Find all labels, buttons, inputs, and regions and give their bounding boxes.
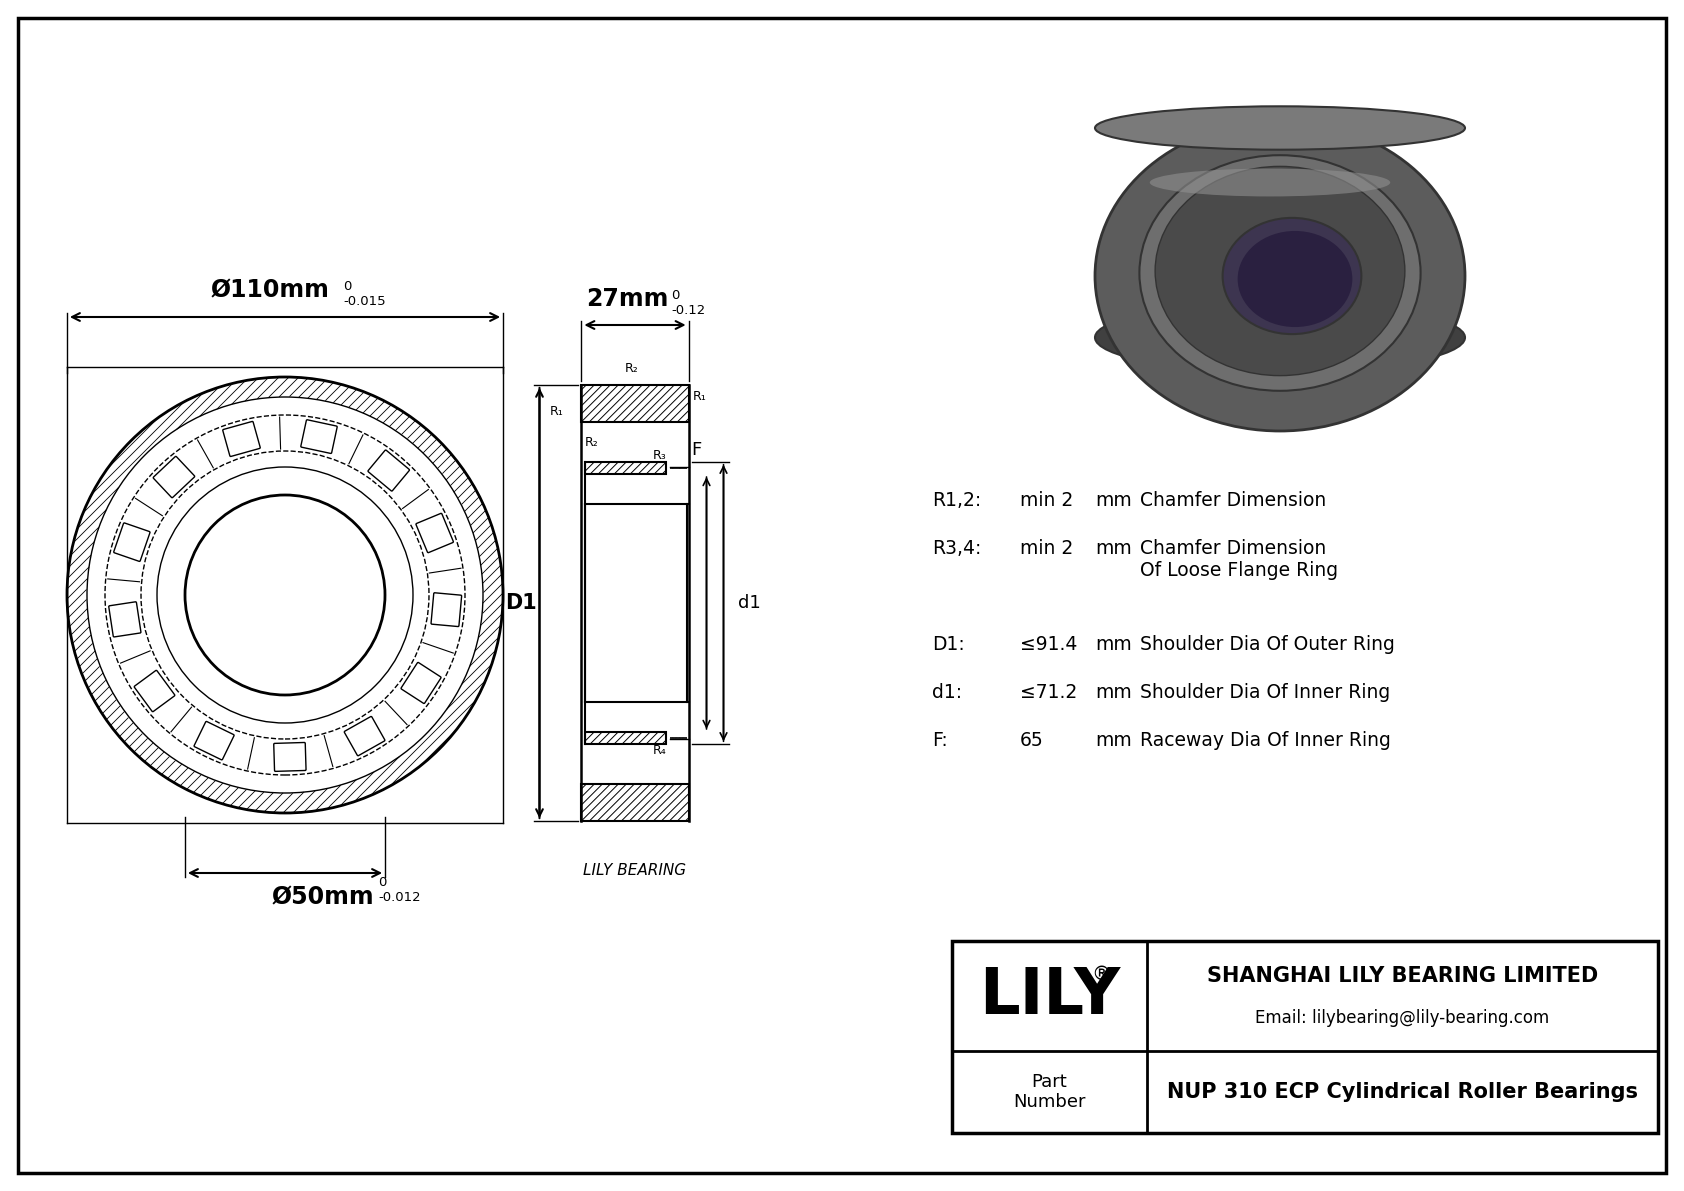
Ellipse shape bbox=[1223, 218, 1361, 335]
Text: F: F bbox=[690, 441, 702, 459]
Text: ®: ® bbox=[1091, 965, 1111, 984]
Bar bbox=[586, 731, 665, 744]
Text: mm: mm bbox=[1095, 540, 1132, 559]
Bar bbox=[586, 462, 665, 474]
Text: 65: 65 bbox=[1021, 731, 1044, 750]
Ellipse shape bbox=[1238, 231, 1352, 328]
Text: -0.015: -0.015 bbox=[344, 295, 386, 308]
Text: 0: 0 bbox=[670, 289, 679, 303]
Text: min 2: min 2 bbox=[1021, 492, 1073, 511]
Text: R1,2:: R1,2: bbox=[931, 492, 982, 511]
Text: R₁: R₁ bbox=[549, 405, 564, 418]
Text: 0: 0 bbox=[344, 280, 352, 293]
Ellipse shape bbox=[1095, 303, 1465, 373]
Text: R₃: R₃ bbox=[653, 449, 667, 462]
Text: Email: lilybearing@lily-bearing.com: Email: lilybearing@lily-bearing.com bbox=[1255, 1009, 1549, 1027]
Bar bbox=[951, 941, 1659, 1133]
Text: mm: mm bbox=[1095, 684, 1132, 703]
Ellipse shape bbox=[1095, 121, 1465, 431]
Ellipse shape bbox=[1095, 106, 1465, 150]
Text: F:: F: bbox=[931, 731, 948, 750]
Text: mm: mm bbox=[1095, 731, 1132, 750]
Text: mm: mm bbox=[1095, 636, 1132, 655]
Text: Ø50mm: Ø50mm bbox=[271, 885, 374, 909]
Bar bbox=[581, 385, 689, 422]
Text: mm: mm bbox=[1095, 492, 1132, 511]
Text: D1: D1 bbox=[505, 593, 537, 613]
Ellipse shape bbox=[1155, 167, 1404, 375]
Bar bbox=[581, 784, 689, 821]
Text: Raceway Dia Of Inner Ring: Raceway Dia Of Inner Ring bbox=[1140, 731, 1391, 750]
Text: Chamfer Dimension: Chamfer Dimension bbox=[1140, 492, 1327, 511]
Text: min 2: min 2 bbox=[1021, 540, 1073, 559]
Text: R₄: R₄ bbox=[653, 744, 667, 756]
Text: NUP 310 ECP Cylindrical Roller Bearings: NUP 310 ECP Cylindrical Roller Bearings bbox=[1167, 1081, 1639, 1102]
Text: Shoulder Dia Of Inner Ring: Shoulder Dia Of Inner Ring bbox=[1140, 684, 1391, 703]
Text: ≤71.2: ≤71.2 bbox=[1021, 684, 1078, 703]
Text: R3,4:: R3,4: bbox=[931, 540, 982, 559]
Text: R₁: R₁ bbox=[692, 389, 706, 403]
Text: Of Loose Flange Ring: Of Loose Flange Ring bbox=[1140, 561, 1339, 580]
Text: Chamfer Dimension: Chamfer Dimension bbox=[1140, 540, 1327, 559]
Ellipse shape bbox=[1150, 169, 1391, 197]
Text: LILY: LILY bbox=[978, 965, 1120, 1027]
Text: -0.12: -0.12 bbox=[670, 304, 706, 317]
Ellipse shape bbox=[1140, 155, 1421, 391]
Text: SHANGHAI LILY BEARING LIMITED: SHANGHAI LILY BEARING LIMITED bbox=[1207, 966, 1598, 986]
Text: R₂: R₂ bbox=[625, 362, 638, 375]
Text: 0: 0 bbox=[377, 877, 386, 888]
Text: 27mm: 27mm bbox=[586, 287, 669, 311]
Text: Shoulder Dia Of Outer Ring: Shoulder Dia Of Outer Ring bbox=[1140, 636, 1394, 655]
Text: d1:: d1: bbox=[931, 684, 962, 703]
Text: ≤91.4: ≤91.4 bbox=[1021, 636, 1078, 655]
Text: R₂: R₂ bbox=[584, 436, 598, 449]
Text: Ø110mm: Ø110mm bbox=[210, 278, 330, 303]
Text: Part
Number: Part Number bbox=[1014, 1073, 1086, 1111]
Text: -0.012: -0.012 bbox=[377, 891, 421, 904]
Text: LILY BEARING: LILY BEARING bbox=[583, 863, 687, 878]
Text: D1:: D1: bbox=[931, 636, 965, 655]
Text: d1: d1 bbox=[738, 594, 759, 612]
